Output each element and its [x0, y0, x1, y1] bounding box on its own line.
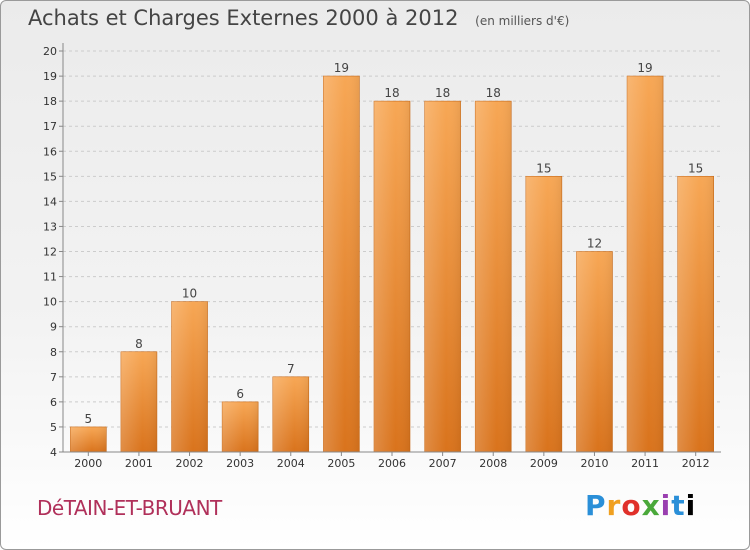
bars	[70, 75, 714, 453]
logo-letter: o	[621, 489, 642, 522]
bar-highlight	[627, 76, 664, 452]
logo-letter: P	[585, 489, 607, 522]
bar-highlight	[323, 76, 360, 452]
x-tick-label: 2005	[327, 457, 355, 470]
y-tick-label: 12	[43, 246, 57, 259]
chart-title-text: Achats et Charges Externes 2000 à 2012	[28, 6, 459, 30]
y-tick-label: 13	[43, 220, 57, 233]
x-tick-label: 2006	[378, 457, 406, 470]
labels: 4 5 6 7 8 9 10 11 12 13 14 15 16 17 18 19 20 5 2000 8 2001 10…	[43, 45, 710, 470]
y-tick-label: 15	[43, 170, 57, 183]
bar-highlight	[222, 401, 259, 452]
bar-highlight	[576, 251, 613, 452]
x-tick-label: 2008	[479, 457, 507, 470]
x-tick-label: 2012	[682, 457, 710, 470]
y-tick-label: 9	[50, 321, 57, 334]
y-tick-label: 16	[43, 145, 57, 158]
data-label: 5	[84, 412, 92, 426]
bar-highlight	[475, 101, 512, 452]
y-tick-label: 4	[50, 446, 57, 459]
bar-highlight	[374, 101, 410, 452]
data-label: 19	[334, 61, 349, 75]
y-tick-label: 17	[43, 120, 57, 133]
bar-highlight	[424, 101, 461, 452]
data-label: 18	[384, 86, 399, 100]
y-tick-label: 10	[43, 296, 57, 309]
logo-letter: i	[660, 489, 672, 522]
data-label: 15	[688, 161, 703, 175]
data-label: 8	[135, 337, 143, 351]
y-tick-label: 20	[43, 45, 57, 58]
data-label: 10	[182, 287, 197, 301]
logo-letter: t	[671, 489, 686, 522]
x-tick-label: 2001	[125, 457, 153, 470]
x-tick-label: 2007	[429, 457, 457, 470]
y-tick-label: 18	[43, 95, 57, 108]
x-tick-label: 2002	[176, 457, 204, 470]
chart-title: Achats et Charges Externes 2000 à 2012 (…	[28, 6, 569, 30]
y-tick-label: 8	[50, 346, 57, 359]
x-tick-label: 2000	[74, 457, 102, 470]
data-label: 18	[486, 86, 501, 100]
y-tick-label: 19	[43, 70, 57, 83]
data-label: 15	[536, 161, 551, 175]
y-tick-label: 14	[43, 195, 57, 208]
x-tick-label: 2011	[631, 457, 659, 470]
town-name: DéTAIN-ET-BRUANT	[37, 496, 222, 520]
x-tick-label: 2009	[530, 457, 558, 470]
proxiti-logo: Proxiti	[585, 489, 696, 522]
data-label: 7	[287, 362, 295, 376]
chart-unit: (en milliers d'€)	[475, 14, 570, 28]
bar-highlight	[677, 176, 714, 452]
bar-highlight	[525, 176, 562, 452]
logo-letter: x	[641, 489, 661, 522]
logo-letter: i	[685, 489, 697, 522]
bar-highlight	[272, 376, 309, 452]
x-tick-label: 2010	[580, 457, 608, 470]
x-tick-label: 2003	[226, 457, 254, 470]
y-tick-label: 7	[50, 371, 57, 384]
bar-highlight	[171, 301, 208, 452]
data-label: 6	[236, 387, 244, 401]
logo-letter: r	[606, 489, 622, 522]
y-tick-label: 6	[50, 396, 57, 409]
y-tick-label: 5	[50, 421, 57, 434]
bar-highlight	[70, 426, 107, 452]
bar-highlight	[120, 351, 157, 452]
data-label: 12	[587, 237, 602, 251]
y-tick-label: 11	[43, 271, 57, 284]
data-label: 19	[637, 61, 652, 75]
x-tick-label: 2004	[277, 457, 305, 470]
axes	[59, 43, 721, 456]
data-label: 18	[435, 86, 450, 100]
